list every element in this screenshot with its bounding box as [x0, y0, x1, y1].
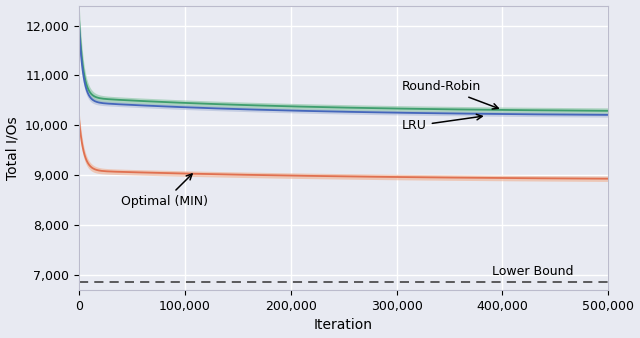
Text: Optimal (MIN): Optimal (MIN) — [121, 174, 208, 208]
Text: LRU: LRU — [402, 114, 482, 132]
Text: Lower Bound: Lower Bound — [492, 265, 573, 278]
X-axis label: Iteration: Iteration — [314, 318, 373, 333]
Text: Round-Robin: Round-Robin — [402, 80, 499, 109]
Y-axis label: Total I/Os: Total I/Os — [6, 116, 20, 180]
